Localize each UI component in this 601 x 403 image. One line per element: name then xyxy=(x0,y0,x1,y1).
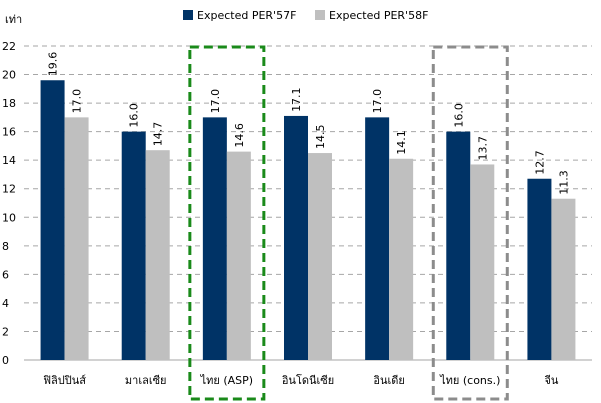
bar-per57f xyxy=(527,178,552,360)
data-label: 17.0 xyxy=(371,89,384,114)
legend: Expected PER'57F Expected PER'58F xyxy=(183,9,428,22)
y-axis-label: เท่า xyxy=(5,13,22,26)
category-label: มาเลเซีย xyxy=(125,374,167,387)
category-labels: ฟิลิปปินส์ มาเลเซีย ไทย (ASP) อินโดนีเซีย อิ… xyxy=(43,373,559,387)
bar-per58f xyxy=(308,153,332,360)
data-label: 17.0 xyxy=(209,89,222,114)
bar-per57f xyxy=(446,131,471,360)
category-label: ไทย (ASP) xyxy=(200,374,253,387)
y-tick-label: 10 xyxy=(2,211,16,224)
y-tick-label: 4 xyxy=(2,297,9,310)
data-label: 11.3 xyxy=(557,170,570,195)
data-label: 14.5 xyxy=(314,125,327,150)
bar-per58f xyxy=(470,164,495,360)
bar-per58f xyxy=(64,117,89,360)
category-label: อินโดนีเซีย xyxy=(281,373,334,387)
data-label: 13.7 xyxy=(476,136,489,161)
data-label: 17.0 xyxy=(71,89,84,114)
data-label: 19.6 xyxy=(47,52,60,76)
bars xyxy=(40,80,576,360)
bar-per57f xyxy=(202,117,227,360)
data-label: 14.6 xyxy=(233,123,246,148)
bar-per57f xyxy=(121,131,146,360)
y-tick-label: 12 xyxy=(2,183,16,196)
y-tick-label: 16 xyxy=(2,126,16,139)
legend-label-per57f: Expected PER'57F xyxy=(197,9,296,22)
legend-label-per58f: Expected PER'58F xyxy=(329,9,428,22)
bar-per58f xyxy=(551,198,576,360)
data-label: 16.0 xyxy=(452,103,465,128)
y-tick-label: 6 xyxy=(2,268,9,281)
highlight-box xyxy=(431,45,509,401)
category-label: จีน xyxy=(544,374,559,387)
bar-per58f xyxy=(226,151,251,360)
data-label: 14.1 xyxy=(395,130,408,155)
data-labels: 19.6 17.0 16.0 14.7 17.0 14.6 17.1 14.5 17.0 14.1… xyxy=(47,52,571,195)
highlight-boxes xyxy=(188,45,509,401)
data-label: 14.7 xyxy=(152,122,165,147)
y-tick-label: 22 xyxy=(2,40,16,53)
legend-swatch-per57f xyxy=(183,10,193,20)
y-tick-label: 0 xyxy=(2,354,9,367)
y-tick-label: 14 xyxy=(2,154,16,167)
legend-swatch-per58f xyxy=(315,10,325,20)
bar-per57f xyxy=(40,80,65,360)
data-label: 12.7 xyxy=(533,150,546,175)
y-tick-label: 2 xyxy=(2,325,9,338)
y-tick-label: 20 xyxy=(2,69,16,82)
highlight-box xyxy=(188,45,266,401)
category-label: ฟิลิปปินส์ xyxy=(43,374,87,387)
bar-per57f xyxy=(365,117,390,360)
data-label: 17.1 xyxy=(290,87,303,112)
category-label: อินเดีย xyxy=(373,374,405,387)
bar-per57f xyxy=(284,115,308,360)
data-label: 16.0 xyxy=(128,103,141,128)
category-label: ไทย (cons.) xyxy=(439,374,500,387)
bar-per58f xyxy=(389,158,414,360)
y-tick-label: 8 xyxy=(2,240,9,253)
bar-per58f xyxy=(145,150,170,360)
y-axis-ticks: 0 2 4 6 8 10 12 14 16 18 20 22 xyxy=(2,40,16,367)
y-tick-label: 18 xyxy=(2,97,16,110)
